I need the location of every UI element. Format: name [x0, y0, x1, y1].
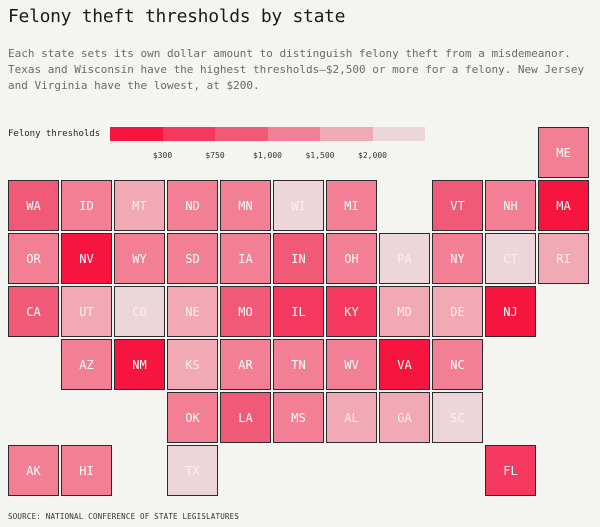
- chart-description: Each state sets its own dollar amount to…: [8, 47, 585, 92]
- state-tile-ma: MA: [538, 180, 589, 231]
- state-tile-al: AL: [326, 392, 377, 443]
- state-tile-or: OR: [8, 233, 59, 284]
- legend-swatch: [110, 127, 163, 141]
- legend-tick-label: $2,000: [358, 151, 387, 160]
- state-tile-me: ME: [538, 127, 589, 178]
- state-tile-wa: WA: [8, 180, 59, 231]
- state-tile-tx: TX: [167, 445, 218, 496]
- legend-color-scale: [110, 127, 425, 141]
- state-tile-ms: MS: [273, 392, 324, 443]
- legend-swatch: [267, 127, 320, 141]
- state-tile-ia: IA: [220, 233, 271, 284]
- legend-swatch: [215, 127, 268, 141]
- state-tile-wy: WY: [114, 233, 165, 284]
- state-tile-wi: WI: [273, 180, 324, 231]
- state-tile-hi: HI: [61, 445, 112, 496]
- state-tile-sd: SD: [167, 233, 218, 284]
- state-tile-ga: GA: [379, 392, 430, 443]
- state-tile-az: AZ: [61, 339, 112, 390]
- source-note: SOURCE: NATIONAL CONFERENCE OF STATE LEG…: [8, 512, 240, 521]
- state-tile-nv: NV: [61, 233, 112, 284]
- state-tile-ca: CA: [8, 286, 59, 337]
- legend-tick-label: $1,000: [253, 151, 282, 160]
- chart-title: Felony theft thresholds by state: [8, 6, 346, 27]
- state-tile-vt: VT: [432, 180, 483, 231]
- state-tile-va: VA: [379, 339, 430, 390]
- legend-ticks: $300 $750 $1,000 $1,500 $2,000: [0, 151, 600, 163]
- state-tile-nj: NJ: [485, 286, 536, 337]
- state-tile-ar: AR: [220, 339, 271, 390]
- state-tile-fl: FL: [485, 445, 536, 496]
- legend-swatch: [162, 127, 215, 141]
- state-tile-md: MD: [379, 286, 430, 337]
- state-tile-ks: KS: [167, 339, 218, 390]
- legend-label: Felony thresholds: [8, 129, 101, 139]
- state-tile-la: LA: [220, 392, 271, 443]
- legend-tick-label: $750: [205, 151, 225, 160]
- state-tile-in: IN: [273, 233, 324, 284]
- legend-tick-label: $300: [152, 151, 173, 160]
- state-tile-nh: NH: [485, 180, 536, 231]
- state-tile-sc: SC: [432, 392, 483, 443]
- state-tile-tn: TN: [273, 339, 324, 390]
- state-tile-id: ID: [61, 180, 112, 231]
- state-tile-nd: ND: [167, 180, 218, 231]
- state-tile-oh: OH: [326, 233, 377, 284]
- state-tile-nm: NM: [114, 339, 165, 390]
- state-tile-ri: RI: [538, 233, 589, 284]
- legend-swatch: [372, 127, 425, 141]
- legend-swatch: [320, 127, 373, 141]
- state-tile-mi: MI: [326, 180, 377, 231]
- state-tile-mn: MN: [220, 180, 271, 231]
- state-tile-mo: MO: [220, 286, 271, 337]
- state-tile-de: DE: [432, 286, 483, 337]
- state-tile-ok: OK: [167, 392, 218, 443]
- state-tile-ny: NY: [432, 233, 483, 284]
- state-tile-ne: NE: [167, 286, 218, 337]
- state-tile-mt: MT: [114, 180, 165, 231]
- state-tile-ak: AK: [8, 445, 59, 496]
- state-tile-ut: UT: [61, 286, 112, 337]
- state-tile-ct: CT: [485, 233, 536, 284]
- state-tile-ky: KY: [326, 286, 377, 337]
- state-tile-co: CO: [114, 286, 165, 337]
- state-tile-wv: WV: [326, 339, 377, 390]
- state-tile-il: IL: [273, 286, 324, 337]
- state-tile-nc: NC: [432, 339, 483, 390]
- state-tile-pa: PA: [379, 233, 430, 284]
- legend-tick-label: $1,500: [305, 151, 335, 160]
